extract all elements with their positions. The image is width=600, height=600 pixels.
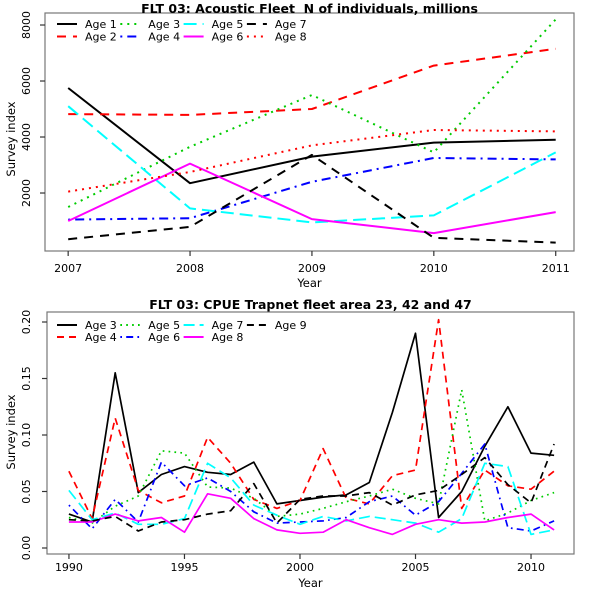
y-tick-label: 0.20 [20, 310, 33, 335]
acoustic-fleet-line-age-1 [67, 87, 556, 185]
acoustic-fleet-chart: 2007 2008 2009 2010 2011 2000 4000 6000 8000 Age … [20, 11, 575, 275]
y-tick-label: 0.15 [20, 366, 33, 391]
cpue-trapnet-line-age-3 [68, 332, 555, 523]
acoustic-fleet-line-age-8 [68, 129, 556, 193]
cpue-trapnet-line-age-5 [68, 388, 555, 524]
legend-label-age-8: Age 8 [275, 31, 307, 44]
x-tick-label: 2009 [298, 262, 326, 275]
legend-label-age-4: Age 4 [85, 331, 117, 344]
x-tick-label: 2008 [176, 262, 204, 275]
x-tick-label: 2000 [286, 561, 314, 574]
x-tick-label: 2007 [54, 262, 82, 275]
cpue-trapnet-x-axis: 1990 1995 2000 2005 2010 [55, 554, 545, 574]
legend-label-age-6: Age 6 [212, 31, 244, 44]
legend-label-age-1: Age 1 [85, 18, 117, 31]
legend-label-age-5: Age 5 [212, 18, 244, 31]
x-tick-label: 2010 [517, 561, 545, 574]
acoustic-fleet-line-age-2 [68, 47, 556, 116]
top-chart-title: FLT 03: Acoustic Fleet N of individuals,… [141, 1, 478, 16]
legend-label-age-3: Age 3 [148, 18, 180, 31]
legend-label-age-6: Age 6 [148, 331, 180, 344]
cpue-trapnet-y-axis: 0.00 0.05 0.10 0.15 0.20 [20, 310, 47, 560]
acoustic-fleet-line-age-5 [67, 105, 557, 224]
legend-label-age-8: Age 8 [212, 331, 244, 344]
legend-label-age-9: Age 9 [275, 319, 307, 332]
legend-label-age-5: Age 5 [148, 319, 180, 332]
y-tick-label: 0.10 [20, 423, 33, 448]
x-tick-label: 1990 [55, 561, 83, 574]
acoustic-fleet-plot-box [44, 12, 575, 252]
y-tick-label: 0.00 [20, 536, 33, 561]
legend-label-age-7: Age 7 [212, 319, 244, 332]
legend-label-age-2: Age 2 [85, 31, 117, 44]
legend-label-age-3: Age 3 [85, 319, 117, 332]
cpue-trapnet-series [68, 318, 555, 536]
y-tick-label: 6000 [20, 67, 33, 95]
legend-label-age-7: Age 7 [275, 18, 307, 31]
cpue-trapnet-line-age-8 [68, 492, 555, 536]
top-chart-ylabel: Survey index [4, 101, 18, 177]
acoustic-fleet-line-age-4 [68, 157, 556, 221]
top-chart-xlabel: Year [297, 276, 322, 290]
acoustic-fleet-series [67, 18, 557, 244]
bottom-chart-xlabel: Year [298, 576, 323, 590]
acoustic-fleet-line-age-3 [67, 18, 557, 208]
y-tick-label: 2000 [20, 179, 33, 207]
cpue-trapnet-line-age-7 [68, 462, 555, 536]
acoustic-fleet-line-age-7 [68, 153, 556, 244]
x-tick-label: 2011 [542, 262, 570, 275]
legend-label-age-4: Age 4 [148, 31, 180, 44]
acoustic-fleet-line-age-6 [67, 162, 556, 235]
acoustic-fleet-x-axis: 2007 2008 2009 2010 2011 [54, 251, 570, 275]
acoustic-fleet-y-axis: 2000 4000 6000 8000 [20, 11, 45, 207]
y-tick-label: 0.05 [20, 479, 33, 504]
bottom-chart-title: FLT 03: CPUE Trapnet fleet area 23, 42 a… [149, 297, 472, 312]
y-tick-label: 4000 [20, 123, 33, 151]
cpue-trapnet-plot-box [46, 311, 575, 555]
cpue-trapnet-chart: 1990 1995 2000 2005 2010 0.00 0.05 0.10 0.15 0.20… [20, 310, 575, 574]
cpue-trapnet-line-age-4 [68, 318, 555, 520]
x-tick-label: 2010 [420, 262, 448, 275]
x-tick-label: 1995 [170, 561, 198, 574]
cpue-trapnet-line-age-6 [68, 443, 555, 532]
bottom-chart-ylabel: Survey index [4, 394, 18, 470]
y-tick-label: 8000 [20, 11, 33, 39]
cpue-trapnet-line-age-9 [68, 443, 555, 532]
x-tick-label: 2005 [402, 561, 430, 574]
